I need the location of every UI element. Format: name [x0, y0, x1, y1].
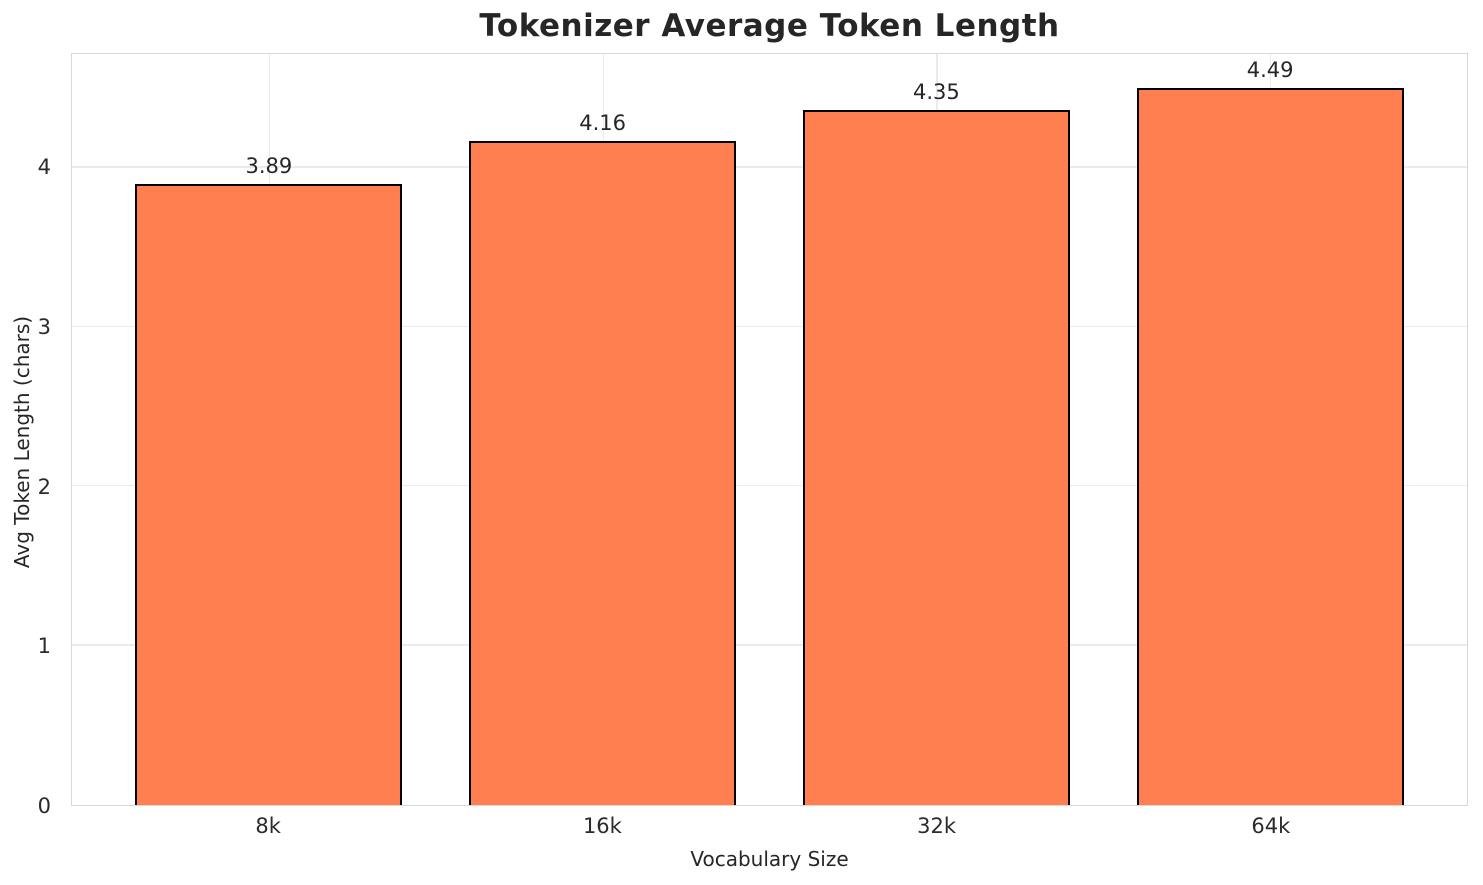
gridline-horizontal	[72, 485, 1467, 487]
bar-32k	[802, 110, 1070, 805]
y-tick-label: 0	[37, 794, 51, 818]
bar-value-label: 4.35	[912, 80, 960, 105]
x-axis-ticks: 8k 16k 32k 64k	[71, 814, 1468, 842]
plot-area: 3.89 4.16 4.35 4.49	[71, 53, 1468, 806]
x-tick-label: 16k	[582, 814, 622, 838]
bar-value-label: 3.89	[245, 153, 293, 178]
y-axis-ticks: 0 1 2 3 4	[0, 53, 61, 818]
bar-value-label: 4.16	[579, 110, 627, 135]
gridline-horizontal	[72, 166, 1467, 168]
x-axis-label: Vocabulary Size	[690, 847, 849, 871]
x-tick-label: 64k	[1251, 814, 1291, 838]
x-tick-label: 32k	[917, 814, 957, 838]
gridline-horizontal	[72, 325, 1467, 328]
y-tick-label: 1	[37, 634, 51, 659]
y-tick-label: 3	[37, 314, 51, 339]
gridline-horizontal	[72, 644, 1467, 646]
y-tick-label: 4	[37, 155, 51, 180]
chart-title: Tokenizer Average Token Length	[479, 8, 1060, 44]
bar-16k	[469, 140, 737, 805]
x-tick-label: 8k	[255, 814, 281, 838]
bar-64k	[1136, 87, 1404, 805]
y-tick-label: 2	[37, 474, 51, 499]
bar-value-label: 4.49	[1246, 57, 1294, 82]
bar-8k	[135, 183, 403, 805]
